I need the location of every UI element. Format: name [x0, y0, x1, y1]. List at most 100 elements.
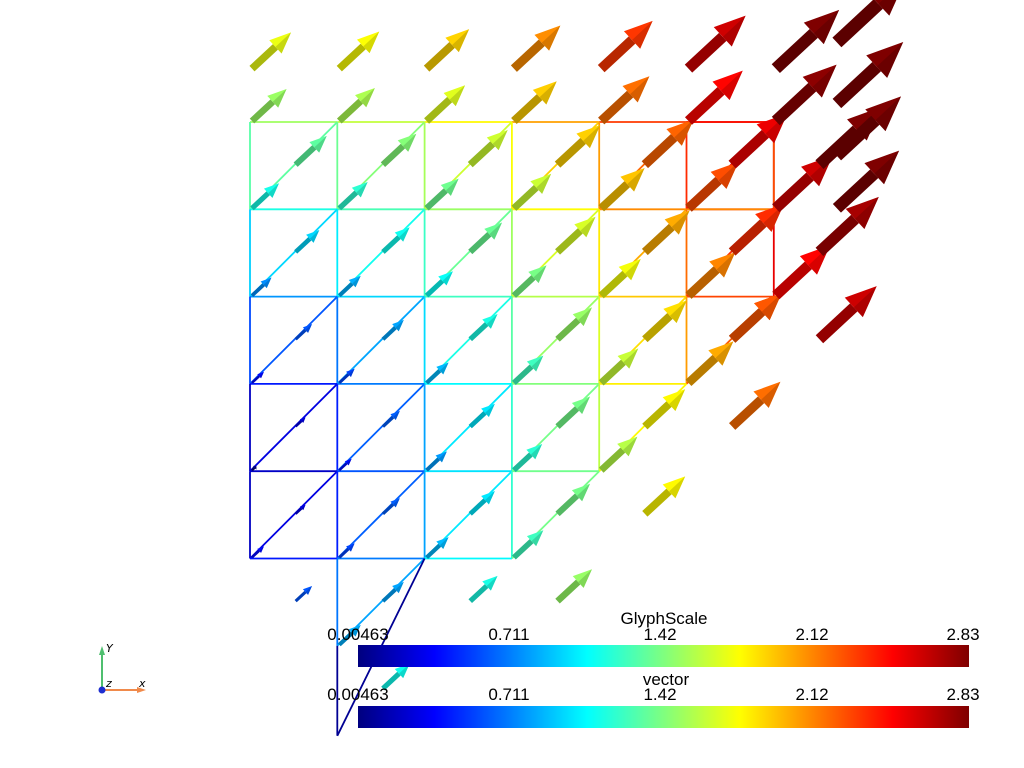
colorbar-title: GlyphScale — [621, 609, 708, 628]
vector-glyph-arrow-icon — [511, 81, 557, 124]
colorbar-tick: 2.83 — [946, 685, 979, 704]
vector-glyph-arrow-icon — [728, 203, 785, 256]
vector-glyph-arrow-icon — [511, 173, 552, 211]
vector-glyph-arrow-icon — [684, 15, 746, 73]
vector-glyph-arrow-icon — [381, 498, 400, 516]
mesh-edge — [336, 295, 426, 385]
vector-glyph-arrow-icon — [294, 417, 306, 428]
vector-glyph-arrow-icon — [642, 476, 686, 517]
vector-glyph-arrow-icon — [381, 319, 404, 341]
vector-glyph-arrow-icon — [337, 275, 361, 298]
vector-glyph-arrow-icon — [424, 271, 453, 298]
mesh-edge — [336, 383, 426, 472]
vector-glyph-arrow-icon — [336, 31, 380, 72]
vector-glyph-arrow-icon — [832, 0, 897, 48]
colorbar-title: vector — [643, 670, 690, 689]
vector-glyph-arrow-icon — [336, 88, 375, 124]
vector-glyph-arrow-icon — [641, 210, 690, 256]
vector-glyph-arrow-icon — [337, 624, 361, 647]
vector-glyph-arrow-icon — [597, 20, 653, 73]
vector-glyph-arrow-icon — [423, 29, 470, 72]
colorbar-tick: 0.711 — [488, 685, 529, 704]
vector-glyph-arrow-icon — [555, 307, 592, 342]
vector-glyph-arrow-icon — [381, 581, 404, 603]
vector-glyph-arrow-icon — [251, 546, 264, 559]
vector-glyph-arrow-icon — [468, 575, 498, 604]
colorbar-tick: 2.83 — [946, 625, 979, 644]
colorbar-tick: 0.711 — [488, 625, 529, 644]
z-axis-label: z — [105, 677, 112, 690]
vector-glyph-arrow-icon — [250, 277, 272, 297]
z-axis-dot-icon — [98, 686, 106, 694]
mesh-edge — [249, 470, 338, 560]
vector-glyph-arrow-icon — [251, 371, 264, 384]
colorbar-tick: 1.42 — [643, 685, 676, 704]
vector-glyph-arrow-icon — [555, 569, 592, 604]
vector-glyph-arrow-icon — [771, 9, 840, 74]
vector-glyph-arrow-icon — [832, 42, 904, 109]
vector-glyph-arrow-icon — [381, 227, 410, 254]
vector-glyph-arrow-icon — [250, 183, 279, 211]
vector-glyph-arrow-icon — [425, 451, 447, 472]
vector-glyph-arrow-icon — [729, 381, 781, 430]
vector-glyph-arrow-icon — [598, 76, 650, 125]
vector-glyph-arrow-icon — [468, 403, 495, 429]
vector-glyph-arrow-icon — [294, 324, 313, 341]
vector-glyph-arrow-icon — [294, 504, 306, 515]
x-axis-arrow-icon — [137, 687, 146, 693]
vector-glyph-arrow-icon — [511, 530, 544, 560]
vector-glyph-arrow-icon — [685, 252, 736, 299]
vector-glyph-arrow-icon — [684, 70, 743, 125]
vector-glyph-arrow-icon — [598, 258, 641, 299]
vector-glyph-arrow-icon — [424, 85, 466, 124]
mesh-edge — [249, 295, 338, 385]
vector-glyph-arrow-icon — [293, 135, 327, 167]
vector-glyph-arrow-icon — [641, 119, 694, 169]
vector-glyph-arrow-icon — [294, 585, 313, 603]
vector-glyph-arrow-icon — [512, 444, 543, 473]
colorbar-vector: vector 0.00463 0.711 1.42 2.12 2.83 — [327, 670, 980, 728]
vector-glyph-arrow-icon — [467, 129, 508, 168]
vector-glyph-arrow-icon — [381, 410, 400, 428]
vector-glyph-arrow-icon — [468, 313, 498, 342]
vector-glyph-arrow-icon — [832, 150, 900, 213]
vector-glyph-arrow-icon — [294, 230, 320, 254]
colorbar-glyphscale: GlyphScale 0.00463 0.711 1.42 2.12 2.83 — [327, 609, 980, 667]
vector-glyph-arrow-icon — [554, 125, 601, 168]
vector-glyph-arrow-icon — [815, 286, 877, 344]
y-axis-arrow-icon — [99, 646, 105, 655]
vector-glyph-arrow-icon — [425, 537, 449, 560]
vector-glyph-arrow-icon — [468, 491, 495, 516]
vector-glyph-arrow-icon — [424, 178, 459, 211]
vector-glyph-arrow-icon — [249, 88, 287, 124]
colorbar-tick: 2.12 — [795, 625, 828, 644]
colorbar-gradient — [358, 645, 969, 667]
colorbar-tick: 0.00463 — [327, 685, 388, 704]
vector-glyph-arrow-icon — [249, 32, 292, 72]
mesh-edge — [249, 383, 338, 472]
vector-glyph-arrow-icon — [555, 216, 596, 255]
colorbar-tick: 0.00463 — [327, 625, 388, 644]
vector-glyph-arrow-icon — [511, 355, 544, 385]
vector-glyph-arrow-icon — [251, 465, 257, 472]
vector-glyph-arrow-icon — [685, 341, 734, 387]
vector-glyph-arrow-icon — [555, 483, 590, 517]
vector-glyph-arrow-icon — [642, 300, 687, 343]
colorbar-gradient — [358, 706, 969, 728]
vector-glyph-arrow-icon — [468, 222, 503, 255]
colorbar-tick: 1.42 — [643, 625, 676, 644]
mesh-edge — [336, 470, 426, 560]
vector-glyph-arrow-icon — [338, 368, 355, 384]
vector-glyph-arrow-icon — [598, 348, 639, 386]
vector-glyph-arrow-icon — [728, 293, 782, 343]
colorbar-tick: 2.12 — [795, 685, 828, 704]
vector-glyph-arrow-icon — [642, 389, 686, 430]
vector-glyph-arrow-icon — [815, 196, 879, 257]
orientation-axes-widget[interactable]: Y z x — [98, 642, 147, 694]
vector-glyphs — [249, 0, 904, 691]
vector-glyph-arrow-icon — [337, 181, 368, 211]
vector-glyph-arrow-icon — [555, 396, 590, 429]
vector-glyph-arrow-icon — [832, 96, 902, 161]
vector-glyph-arrow-icon — [598, 168, 645, 212]
